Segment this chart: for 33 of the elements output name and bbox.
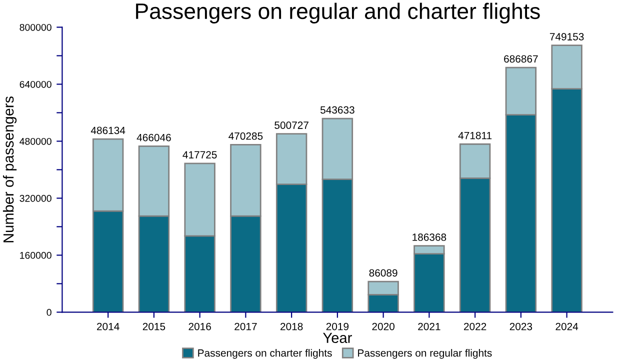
- total-label: 543633: [320, 106, 354, 114]
- x-tick-label: 2014: [97, 322, 120, 330]
- x-tick-label: 2018: [280, 322, 303, 330]
- y-tick-label: 320000: [20, 194, 52, 202]
- x-tick-label: 2023: [510, 322, 532, 330]
- x-tick-label: 2019: [326, 322, 349, 330]
- x-axis-title: Year: [323, 332, 352, 344]
- total-label: 186368: [412, 234, 446, 241]
- legend-label: Passengers on regular flights: [358, 349, 492, 359]
- total-label: 417725: [182, 151, 217, 158]
- x-tick-label: 2021: [418, 322, 440, 330]
- total-label: 466046: [136, 134, 171, 142]
- x-tick-label: 2022: [464, 322, 486, 330]
- x-tick-label: 2017: [234, 322, 257, 330]
- y-tick-label: 480000: [20, 138, 52, 145]
- total-label: 486134: [90, 126, 126, 134]
- x-tick-label: 2024: [556, 322, 578, 330]
- x-tick-label: 2020: [372, 322, 394, 330]
- total-label: 470285: [228, 132, 263, 140]
- y-tick-label: 640000: [20, 80, 52, 88]
- y-tick-label: 800000: [20, 24, 52, 31]
- total-label: 471811: [458, 132, 492, 140]
- total-label: 749153: [550, 33, 584, 40]
- y-axis-title: Number of passengers: [2, 96, 17, 242]
- chart-title: Passengers on regular and charter flights: [136, 2, 540, 24]
- x-tick-label: 2016: [188, 322, 211, 330]
- y-tick-label: 0: [46, 308, 52, 316]
- legend-label: Passengers on charter flights: [198, 349, 332, 359]
- y-tick-label: 160000: [20, 252, 52, 259]
- total-label: 686867: [504, 55, 538, 63]
- total-label: 500727: [274, 122, 308, 129]
- total-label: 86089: [369, 269, 398, 277]
- x-tick-label: 2015: [142, 322, 166, 330]
